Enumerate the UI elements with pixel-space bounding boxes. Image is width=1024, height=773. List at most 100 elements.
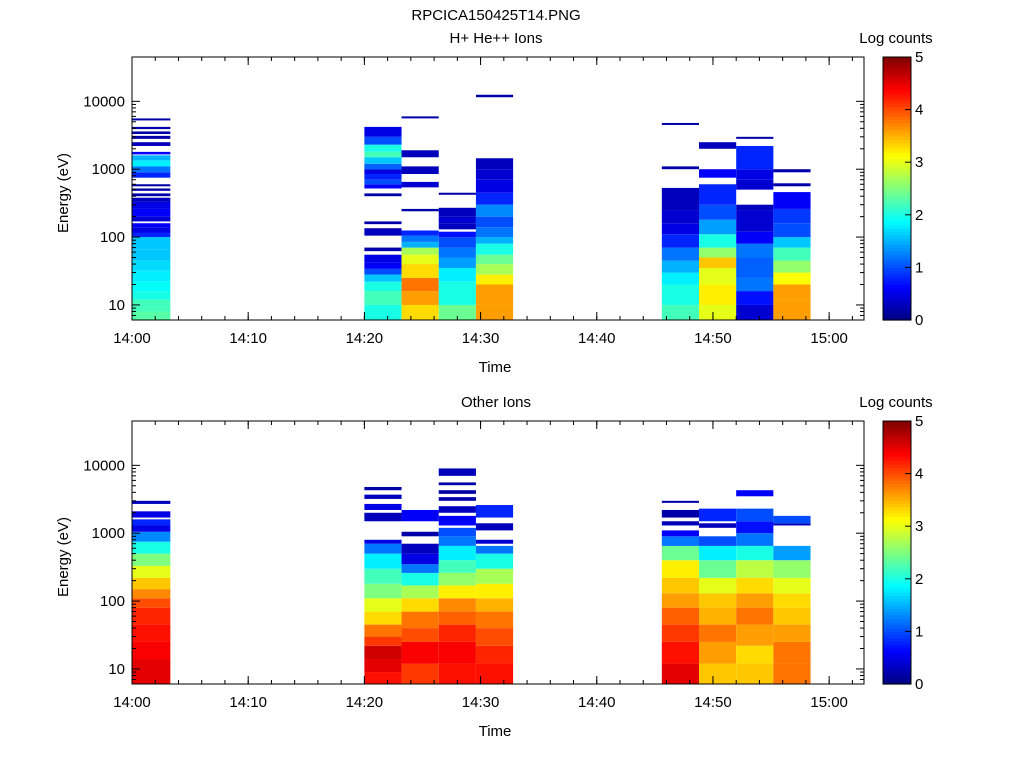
- heatmap-cell: [401, 543, 439, 554]
- heatmap-cell: [132, 135, 171, 139]
- colorbar-segment: [883, 513, 911, 517]
- heatmap-cell: [132, 208, 171, 217]
- colorbar-segment: [883, 483, 911, 488]
- colorbar-segment: [883, 496, 911, 501]
- heatmap-cell: [736, 624, 774, 646]
- heatmap-cell: [475, 545, 514, 554]
- heatmap-cell: [132, 172, 171, 178]
- colorbar-segment: [883, 86, 911, 91]
- heatmap-cell: [364, 268, 402, 275]
- colorbar-segment: [883, 624, 911, 629]
- colorbar-segment: [883, 264, 911, 268]
- heatmap-cell: [475, 539, 514, 544]
- colorbar-segment: [883, 611, 911, 616]
- heatmap-cell: [438, 624, 476, 642]
- heatmap-cell: [401, 585, 439, 599]
- heatmap-cell: [699, 536, 737, 546]
- heatmap-cell: [475, 179, 514, 193]
- colorbar-segment: [883, 578, 911, 583]
- colorbar-segment: [883, 211, 911, 216]
- colorbar-segment: [883, 664, 911, 669]
- colorbar-segment: [883, 595, 911, 600]
- colorbar-segment: [883, 605, 911, 609]
- y-tick-label: 10000: [83, 457, 125, 474]
- x-tick-label: 14:10: [229, 330, 267, 347]
- heatmap-cell: [401, 291, 439, 305]
- heatmap-cell: [736, 645, 774, 664]
- colorbar-segment: [883, 172, 911, 176]
- heatmap-cell: [438, 490, 476, 494]
- x-tick-label: 15:00: [810, 694, 848, 711]
- heatmap-cell: [475, 505, 514, 518]
- heatmap-cell: [699, 247, 737, 258]
- heatmap-cell: [438, 216, 476, 224]
- x-tick-label: 15:00: [810, 330, 848, 347]
- heatmap-cell: [438, 497, 476, 501]
- heatmap-cell: [438, 207, 476, 217]
- heatmap-cell: [475, 274, 514, 285]
- colorbar-segment: [883, 165, 911, 170]
- heatmap-cell: [661, 122, 700, 125]
- heatmap-cell: [475, 237, 514, 244]
- heatmap-cell: [132, 249, 171, 261]
- heatmap-cell: [475, 568, 514, 584]
- heatmap-cell: [773, 515, 811, 524]
- heatmap-cell: [132, 624, 171, 642]
- heatmap-cell: [132, 541, 171, 554]
- heatmap-cell: [401, 641, 439, 664]
- heatmap-cell: [773, 260, 811, 273]
- heatmap-cell: [364, 169, 402, 174]
- heatmap-cell: [475, 254, 514, 265]
- heatmap-cell: [364, 512, 402, 522]
- colorbar-segment: [883, 644, 911, 649]
- heatmap-cell: [438, 545, 476, 561]
- colorbar-segment: [883, 73, 911, 78]
- heatmap-cell: [736, 607, 774, 625]
- heatmap-cell: [661, 166, 700, 170]
- heatmap-cell: [438, 192, 476, 195]
- heatmap-cell: [364, 262, 402, 269]
- heatmap-cell: [364, 503, 402, 510]
- heatmap-cell: [364, 291, 402, 305]
- colorbar-segment: [883, 591, 911, 596]
- colorbar-segment: [883, 667, 911, 672]
- colorbar-segment: [883, 254, 911, 259]
- heatmap-cell: [401, 181, 439, 188]
- heatmap-cell: [364, 494, 402, 499]
- heatmap-cell: [661, 304, 700, 320]
- y-tick-label: 10000: [83, 93, 125, 110]
- colorbar-segment: [883, 198, 911, 203]
- heatmap-cell: [661, 210, 700, 224]
- colorbar-segment: [883, 60, 911, 65]
- panel-title: H+ He++ Ions: [450, 30, 543, 47]
- colorbar-segment: [883, 647, 911, 652]
- colorbar-segment: [883, 660, 911, 665]
- heatmap-cell: [364, 136, 402, 145]
- colorbar-segment: [883, 293, 911, 298]
- heatmap-cell: [475, 523, 514, 531]
- heatmap-cell: [438, 572, 476, 586]
- heatmap-cell: [401, 277, 439, 292]
- heatmap-cell: [661, 247, 700, 261]
- y-tick-label: 100: [100, 593, 125, 610]
- x-tick-label: 14:10: [229, 694, 267, 711]
- heatmap-cell: [736, 169, 774, 180]
- heatmap-cell: [475, 243, 514, 255]
- heatmap-cell: [132, 227, 171, 233]
- colorbar-segment: [883, 277, 911, 282]
- colorbar-segment: [883, 568, 911, 573]
- x-tick-label: 14:20: [346, 330, 384, 347]
- heatmap-cell: [699, 234, 737, 248]
- x-tick-label: 14:30: [462, 330, 500, 347]
- heatmap-cell: [364, 144, 402, 152]
- colorbar-segment: [883, 529, 911, 534]
- colorbar-segment: [883, 116, 911, 121]
- heatmap-cell: [661, 530, 700, 537]
- heatmap-cell: [475, 611, 514, 629]
- heatmap-cell: [132, 160, 171, 167]
- heatmap-cell: [438, 515, 476, 526]
- heatmap-cell: [364, 179, 402, 185]
- heatmap-cell: [132, 519, 171, 526]
- heatmap-cell: [401, 572, 439, 586]
- colorbar-segment: [883, 175, 911, 180]
